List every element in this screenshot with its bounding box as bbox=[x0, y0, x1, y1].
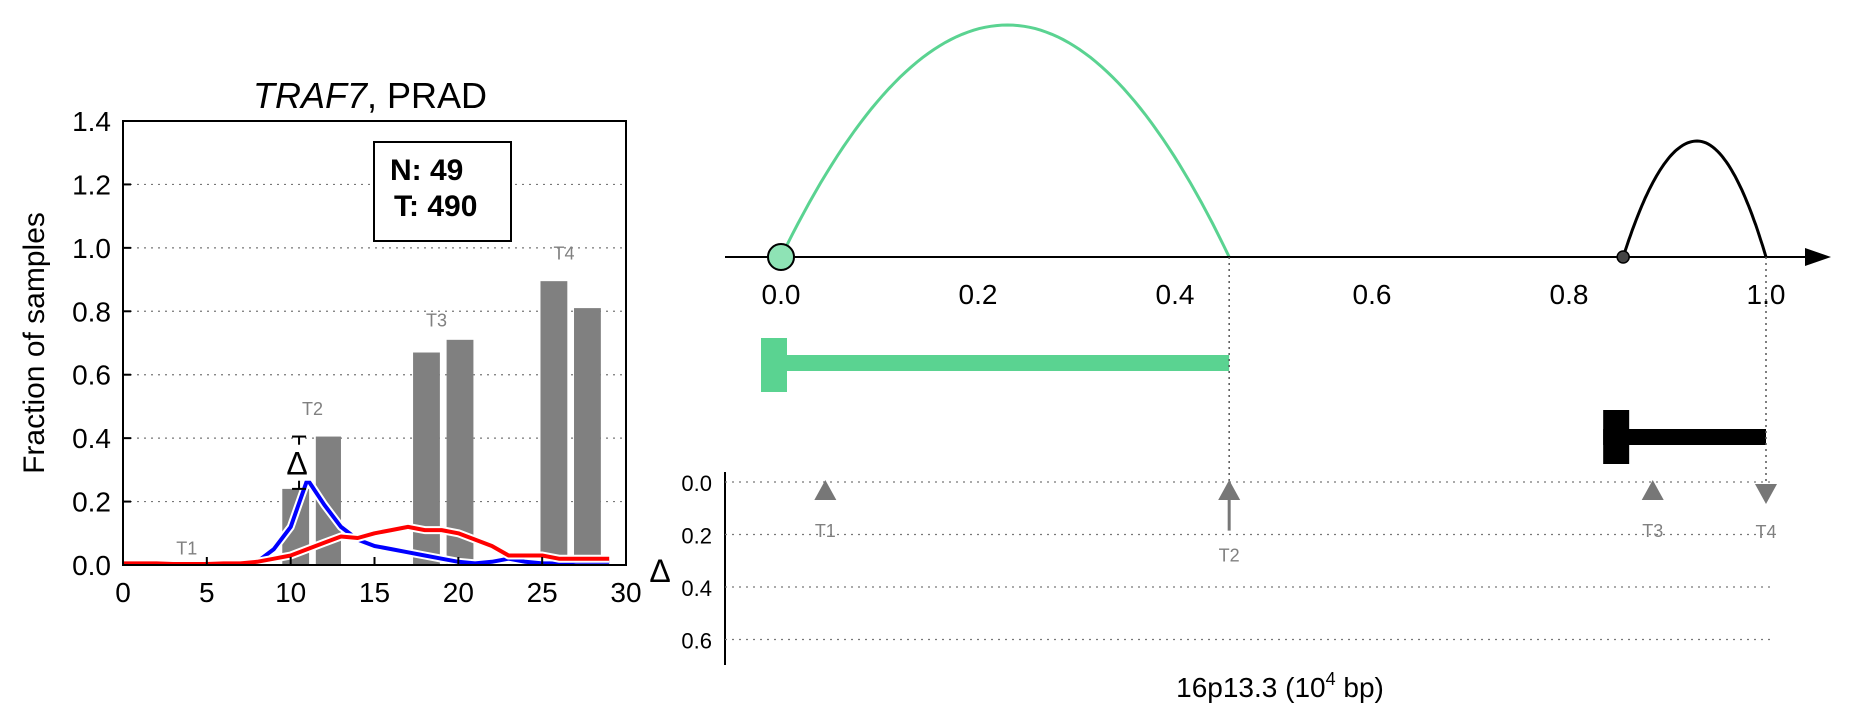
y-axis-label: Fraction of samples bbox=[18, 212, 51, 474]
y-tick-label: 0.0 bbox=[72, 550, 111, 581]
xlabel-tail: bp) bbox=[1336, 672, 1384, 703]
legend-box: N: 49 T: 490 bbox=[373, 141, 512, 242]
segment-bar bbox=[1603, 429, 1766, 445]
title-gene: TRAF7 bbox=[253, 75, 369, 116]
bar bbox=[446, 339, 474, 565]
legend-n-count: N: 49 bbox=[390, 154, 463, 187]
y-tick-label: 0.4 bbox=[72, 423, 111, 454]
delta-tick-label: 0.6 bbox=[681, 629, 712, 654]
y-tick-label: 1.2 bbox=[72, 169, 111, 200]
xlabel-main: 16p13.3 (10 bbox=[1176, 672, 1325, 703]
x-tick-label: 30 bbox=[610, 577, 641, 608]
bar-label: T4 bbox=[553, 244, 574, 264]
delta-marker: Δ bbox=[285, 435, 314, 490]
arc-curve bbox=[1621, 139, 1768, 258]
segments bbox=[761, 338, 1766, 464]
end-point bbox=[1616, 250, 1630, 264]
arcs bbox=[779, 23, 1768, 258]
delta-marker-label: T2 bbox=[1219, 546, 1240, 566]
delta-symbol-bg bbox=[285, 444, 314, 481]
delta-tick-label: 0.0 bbox=[681, 471, 712, 496]
x-tick-label: 15 bbox=[359, 577, 390, 608]
axis-arrowhead bbox=[1805, 248, 1831, 266]
x-tick-label: 25 bbox=[527, 577, 558, 608]
x-tick-label: 10 bbox=[275, 577, 306, 608]
y-tick-label: 1.4 bbox=[72, 106, 111, 137]
delta-tick-label: 0.4 bbox=[681, 576, 712, 601]
segment-bar bbox=[761, 355, 1230, 371]
delta-marker-label: T3 bbox=[1642, 521, 1663, 541]
x-tick-label: 0 bbox=[115, 577, 131, 608]
bar-label: T2 bbox=[302, 399, 323, 419]
delta-arrow-up bbox=[1218, 480, 1241, 500]
delta-marker-label: T4 bbox=[1755, 522, 1776, 542]
legend-frame bbox=[373, 141, 512, 242]
bar-labels: T1 T2 T3 T4 bbox=[176, 244, 574, 559]
bar-label: T3 bbox=[426, 310, 447, 330]
delta-panel: 0.0 0.2 0.4 0.6 Δ T1 T2 T3 T4 bbox=[649, 257, 1777, 665]
title-rest: , PRAD bbox=[367, 75, 487, 116]
x-tick-label: 0.8 bbox=[1550, 279, 1589, 310]
delta-marker-label: T1 bbox=[815, 521, 836, 541]
y-tick-label: 0.6 bbox=[72, 360, 111, 391]
legend-t-count: T: 490 bbox=[394, 190, 477, 223]
arc-curve bbox=[779, 23, 1231, 258]
y-axis-ticks: 0.0 0.2 0.4 0.6 0.8 1.0 1.2 1.4 bbox=[72, 106, 131, 581]
xlabel-superscript: 4 bbox=[1326, 669, 1336, 689]
x-tick-label: 0.6 bbox=[1353, 279, 1392, 310]
x-tick-label: 5 bbox=[199, 577, 215, 608]
start-point bbox=[767, 243, 795, 271]
x-tick-label: 0.0 bbox=[762, 279, 801, 310]
delta-arrow-up bbox=[814, 480, 837, 500]
bar bbox=[540, 281, 568, 565]
x-tick-label: 0.4 bbox=[1156, 279, 1195, 310]
delta-arrow-up bbox=[1641, 480, 1664, 500]
x-axis-ticks: 0 5 10 15 20 25 30 bbox=[115, 557, 642, 608]
bar-label: T1 bbox=[176, 539, 197, 559]
delta-axis-label: Δ bbox=[649, 553, 670, 589]
delta-tick-label: 0.2 bbox=[681, 524, 712, 549]
x-axis-label: 16p13.3 (104 bp) bbox=[1176, 669, 1384, 703]
y-tick-label: 1.0 bbox=[72, 233, 111, 264]
delta-arrow-down bbox=[1755, 484, 1777, 504]
position-axis: 0.0 0.2 0.4 0.6 0.8 1.0 bbox=[725, 243, 1831, 310]
bars bbox=[282, 281, 601, 565]
y-tick-label: 0.2 bbox=[72, 487, 111, 518]
chart-title: TRAF7, PRAD bbox=[253, 75, 487, 116]
x-tick-label: 20 bbox=[443, 577, 474, 608]
bar bbox=[574, 308, 601, 565]
delta-symbol: Δ bbox=[286, 446, 307, 482]
y-tick-label: 0.8 bbox=[72, 296, 111, 327]
x-tick-label: 0.2 bbox=[959, 279, 998, 310]
